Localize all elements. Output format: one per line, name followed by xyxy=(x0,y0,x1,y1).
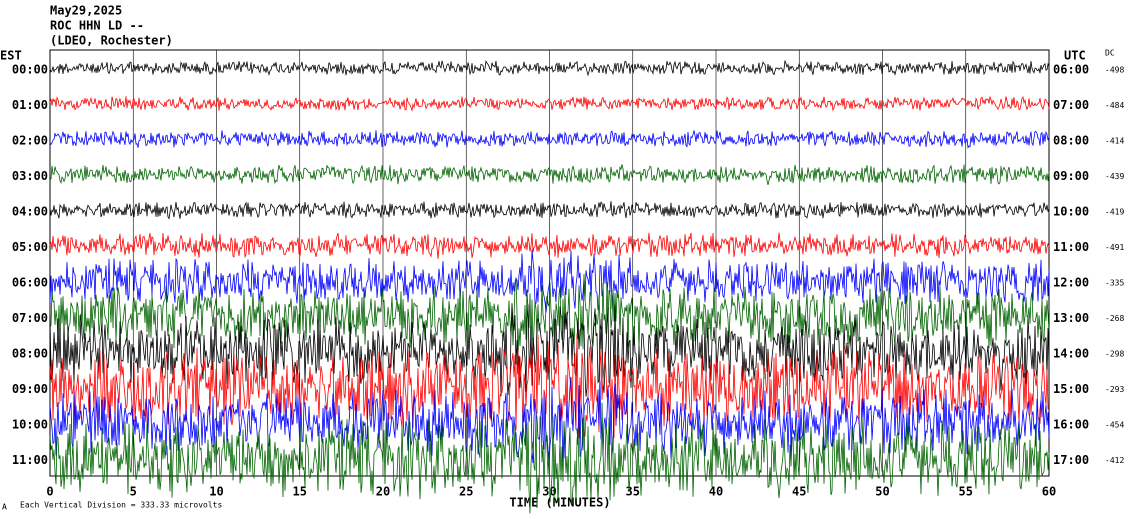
x-tick-label: 15 xyxy=(293,485,307,499)
est-label: 10:00 xyxy=(12,418,48,432)
x-tick-label: 35 xyxy=(626,485,640,499)
utc-label: 14:00 xyxy=(1053,347,1089,361)
dc-value: -484 xyxy=(1105,101,1124,110)
right-axis-label: UTC xyxy=(1064,49,1086,63)
source: (LDEO, Rochester) xyxy=(50,34,173,48)
est-label: 09:00 xyxy=(12,382,48,396)
est-label: 05:00 xyxy=(12,240,48,254)
dc-value: -412 xyxy=(1105,456,1124,465)
seismic-trace xyxy=(49,402,1050,514)
utc-label: 07:00 xyxy=(1053,98,1089,112)
utc-label: 12:00 xyxy=(1053,276,1089,290)
x-axis-label: TIME (MINUTES) xyxy=(509,496,610,510)
logo: A xyxy=(2,503,7,512)
est-label: 04:00 xyxy=(12,205,48,219)
utc-label: 17:00 xyxy=(1053,453,1089,467)
utc-label: 10:00 xyxy=(1053,205,1089,219)
utc-label: 16:00 xyxy=(1053,418,1089,432)
est-label: 08:00 xyxy=(12,347,48,361)
est-label: 07:00 xyxy=(12,311,48,325)
utc-label: 06:00 xyxy=(1053,63,1089,77)
x-tick-label: 45 xyxy=(792,485,806,499)
x-tick-label: 55 xyxy=(959,485,973,499)
x-tick-label: 0 xyxy=(46,485,53,499)
utc-label: 11:00 xyxy=(1053,240,1089,254)
seismic-trace xyxy=(49,303,1050,397)
x-tick-label: 25 xyxy=(459,485,473,499)
dc-label: DC xyxy=(1105,49,1115,58)
x-tick-label: 5 xyxy=(130,485,137,499)
utc-label: 15:00 xyxy=(1053,382,1089,396)
dc-value: -419 xyxy=(1105,208,1124,217)
x-tick-label: 40 xyxy=(709,485,723,499)
x-tick-label: 20 xyxy=(376,485,390,499)
traces xyxy=(49,60,1050,514)
seismic-trace xyxy=(49,273,1050,357)
dc-value: -335 xyxy=(1105,279,1124,288)
seismic-trace xyxy=(49,164,1050,185)
left-axis-label: EST xyxy=(0,49,22,63)
utc-label: 13:00 xyxy=(1053,311,1089,325)
dc-value: -454 xyxy=(1105,421,1124,430)
x-tick-label: 10 xyxy=(209,485,223,499)
seismic-trace xyxy=(49,249,1050,313)
dc-value: -439 xyxy=(1105,172,1124,181)
x-tick-label: 60 xyxy=(1042,485,1056,499)
chart-title: May29,2025 xyxy=(50,4,122,18)
est-label: 01:00 xyxy=(12,98,48,112)
x-tick-label: 50 xyxy=(875,485,889,499)
est-label: 06:00 xyxy=(12,276,48,290)
utc-label: 08:00 xyxy=(1053,134,1089,148)
dc-value: -498 xyxy=(1105,66,1124,75)
seismic-trace xyxy=(49,376,1050,466)
seismic-trace xyxy=(49,95,1050,112)
seismic-trace xyxy=(49,232,1050,259)
seismic-trace xyxy=(49,130,1050,149)
dc-value: -491 xyxy=(1105,243,1124,252)
utc-label: 09:00 xyxy=(1053,169,1089,183)
est-label: 02:00 xyxy=(12,134,48,148)
seismic-trace xyxy=(49,60,1050,77)
dc-value: -293 xyxy=(1105,385,1124,394)
scale-note: Each Vertical Division = 333.33 microvol… xyxy=(20,501,222,510)
dc-value: -414 xyxy=(1105,137,1124,146)
dc-value: -298 xyxy=(1105,350,1124,359)
seismic-trace xyxy=(49,201,1050,220)
est-label: 00:00 xyxy=(12,63,48,77)
est-label: 11:00 xyxy=(12,453,48,467)
est-label: 03:00 xyxy=(12,169,48,183)
station: ROC HHN LD -- xyxy=(50,19,144,33)
dc-value: -268 xyxy=(1105,314,1124,323)
